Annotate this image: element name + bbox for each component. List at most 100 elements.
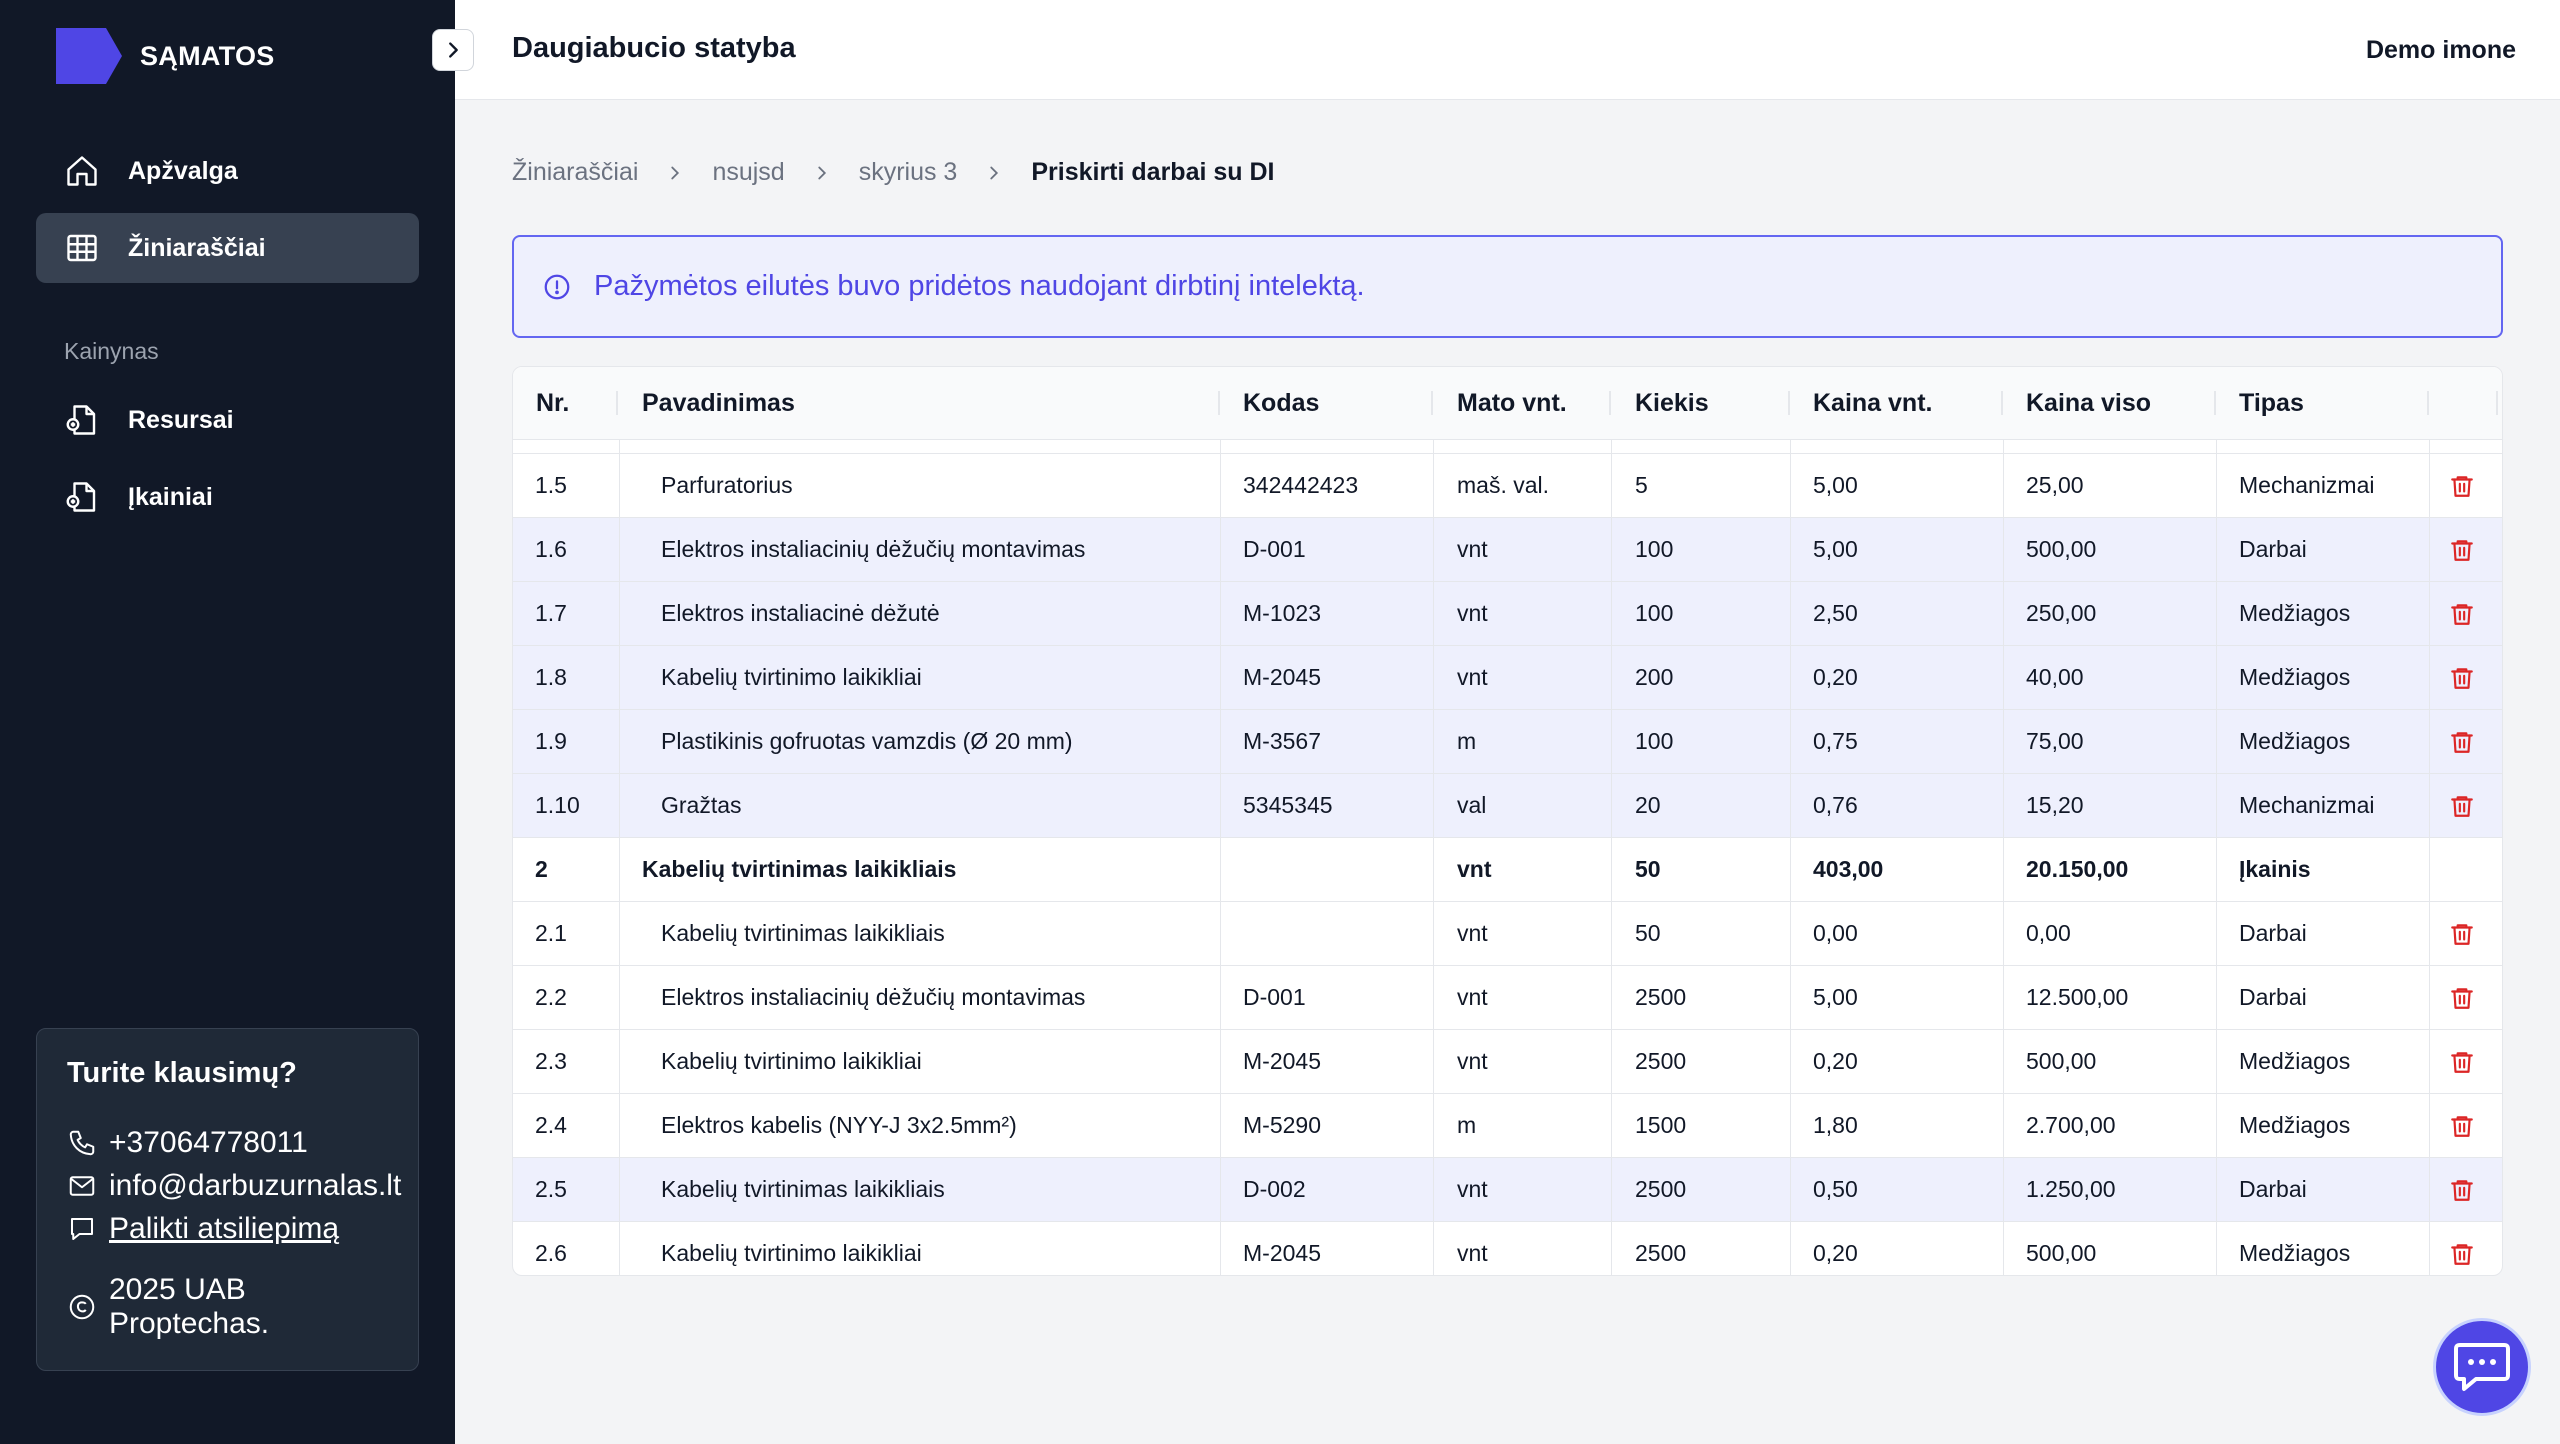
- chevron-right-icon: [818, 166, 826, 179]
- sidebar-item-rates[interactable]: Įkainiai: [36, 462, 419, 532]
- breadcrumb-item[interactable]: skyrius 3: [858, 158, 958, 186]
- cell-total: 15,20: [2026, 792, 2084, 818]
- trash-icon[interactable]: [2449, 1241, 2475, 1267]
- table-row[interactable]: 1.6 Elektros instaliacinių dėžučių montav…: [513, 518, 2502, 582]
- trash-icon[interactable]: [2449, 537, 2475, 563]
- trash-icon[interactable]: [2449, 601, 2475, 627]
- table-row[interactable]: 2.2 Elektros instaliacinių dėžučių montav…: [513, 966, 2502, 1030]
- cell-divider: [1790, 902, 1791, 965]
- cell-divider: [2003, 966, 2004, 1029]
- cell-divider: [2429, 966, 2430, 1029]
- cell-divider: [2216, 774, 2217, 837]
- cell-divider: [1790, 1222, 1791, 1275]
- table-row[interactable]: 1.9 Plastikinis gofruotas vamzdis (Ø 20 m…: [513, 710, 2502, 774]
- column-header-unit-price[interactable]: Kaina vnt.: [1813, 389, 1933, 417]
- cell-divider: [2429, 902, 2430, 965]
- cell-nr: 2.4: [535, 1112, 567, 1138]
- trash-icon[interactable]: [2449, 665, 2475, 691]
- trash-icon[interactable]: [2449, 793, 2475, 819]
- cell-divider: [2216, 1158, 2217, 1221]
- column-header-type[interactable]: Tipas: [2239, 389, 2304, 417]
- trash-icon[interactable]: [2449, 1049, 2475, 1075]
- cell-unit-price: 0,75: [1813, 728, 1858, 754]
- column-header-qty[interactable]: Kiekis: [1635, 389, 1709, 417]
- cell-divider: [2003, 454, 2004, 517]
- table-row[interactable]: 2.3 Kabelių tvirtinimo laikikliai M-2045 vn…: [513, 1030, 2502, 1094]
- column-divider[interactable]: [2001, 391, 2003, 415]
- cell-divider: [2216, 1094, 2217, 1157]
- cell-code: 5345345: [1243, 792, 1333, 818]
- cell-divider: [2429, 710, 2430, 773]
- column-header-nr[interactable]: Nr.: [536, 389, 570, 417]
- cell-divider: [1220, 966, 1221, 1029]
- trash-icon[interactable]: [2449, 1113, 2475, 1139]
- table-row[interactable]: 2.6 Kabelių tvirtinimo laikikliai M-2045 vn…: [513, 1222, 2502, 1275]
- company-name[interactable]: Demo imone: [2365, 36, 2516, 64]
- column-divider[interactable]: [1788, 391, 1790, 415]
- table-row[interactable]: 1.8 Kabelių tvirtinimo laikikliai M-2045 vn…: [513, 646, 2502, 710]
- sidebar-item-overview[interactable]: Apžvalga: [36, 136, 419, 206]
- trash-icon[interactable]: [2449, 985, 2475, 1011]
- logo-icon: [56, 28, 122, 84]
- cell-unit: m: [1457, 728, 1477, 754]
- breadcrumb-item[interactable]: Žiniaraščiai: [512, 158, 639, 186]
- trash-icon[interactable]: [2449, 921, 2475, 947]
- cell-qty: 100: [1635, 536, 1674, 562]
- table-row[interactable]: 1.7 Elektros instaliacinė dėžutė M-1023 vnt…: [513, 582, 2502, 646]
- trash-icon[interactable]: [2449, 729, 2475, 755]
- cell-divider: [1433, 1158, 1434, 1221]
- cell-nr: 1.7: [535, 600, 567, 626]
- sidebar-item-timesheets[interactable]: Žiniaraščiai: [36, 213, 419, 283]
- column-header-unit[interactable]: Mato vnt.: [1457, 389, 1567, 417]
- cell-divider: [2003, 902, 2004, 965]
- chat-button[interactable]: [2433, 1318, 2531, 1416]
- cell-divider: [1790, 582, 1791, 645]
- column-divider[interactable]: [616, 391, 618, 415]
- table-row[interactable]: 2.1 Kabelių tvirtinimas laikikliais vnt 50 0…: [513, 902, 2502, 966]
- table-row[interactable]: 2.4 Elektros kabelis (NYY-J 3x2.5mm²) M-52…: [513, 1094, 2502, 1158]
- app-name: SĄMATOS: [140, 40, 275, 71]
- sidebar-toggle-button[interactable]: [432, 29, 474, 71]
- column-header-code[interactable]: Kodas: [1243, 389, 1320, 417]
- column-header-total[interactable]: Kaina viso: [2026, 389, 2152, 417]
- cell-total: 20.150,00: [2026, 856, 2129, 882]
- table-rows: 1.4 Plastikinis gofruotas vamzdis (Ø 20 m…: [513, 440, 2502, 1275]
- table-group-row[interactable]: 2 Kabelių tvirtinimas laikikliais vnt 50 403…: [513, 838, 2502, 902]
- cell-unit-price: 0,00: [1813, 920, 1858, 946]
- trash-icon[interactable]: [2449, 473, 2475, 499]
- cell-divider: [1220, 646, 1221, 709]
- cell-nr: 2.3: [535, 1048, 567, 1074]
- cell-total: 75,00: [2026, 440, 2084, 453]
- column-header-name[interactable]: Pavadinimas: [642, 389, 795, 417]
- table-row[interactable]: 2.5 Kabelių tvirtinimas laikikliais D-002 v…: [513, 1158, 2502, 1222]
- cell-divider: [619, 966, 620, 1029]
- column-divider[interactable]: [2496, 391, 2498, 415]
- cell-divider: [1433, 454, 1434, 517]
- table-row[interactable]: 1.4 Plastikinis gofruotas vamzdis (Ø 20 m…: [513, 440, 2502, 454]
- cell-divider: [1433, 582, 1434, 645]
- table-header: Nr. Pavadinimas Kodas Mato vnt. Kiekis K…: [513, 367, 2502, 440]
- table-row[interactable]: 1.10 Gražtas 5345345 val 20 0,76 15,20 Mechaniz…: [513, 774, 2502, 838]
- cell-divider: [2429, 1222, 2430, 1275]
- column-divider[interactable]: [2427, 391, 2429, 415]
- cell-divider: [2003, 1094, 2004, 1157]
- help-phone[interactable]: +37064778011: [67, 1126, 388, 1160]
- column-divider[interactable]: [1609, 391, 1611, 415]
- table-body[interactable]: 1.4 Plastikinis gofruotas vamzdis (Ø 20 m…: [513, 440, 2502, 1275]
- feedback-link[interactable]: Palikti atsiliepimą: [67, 1212, 388, 1246]
- column-divider[interactable]: [2214, 391, 2216, 415]
- help-email[interactable]: info@darbuzurnalas.lt: [67, 1169, 401, 1203]
- cell-divider: [2003, 440, 2004, 453]
- sidebar-item-resources[interactable]: Resursai: [36, 385, 419, 455]
- cell-divider: [2003, 1158, 2004, 1221]
- column-divider[interactable]: [1218, 391, 1220, 415]
- cell-qty: 50: [1635, 856, 1661, 882]
- app-logo[interactable]: SĄMATOS: [56, 28, 275, 84]
- table-row[interactable]: 1.5 Parfuratorius 342442423 maš. val. 5 5,00 2…: [513, 454, 2502, 518]
- column-divider[interactable]: [1431, 391, 1433, 415]
- breadcrumb-item[interactable]: nsujsd: [712, 158, 785, 186]
- trash-icon[interactable]: [2449, 1177, 2475, 1203]
- chevron-right-icon: [990, 166, 999, 179]
- cell-divider: [2216, 582, 2217, 645]
- sidebar-item-label: Apžvalga: [128, 156, 238, 185]
